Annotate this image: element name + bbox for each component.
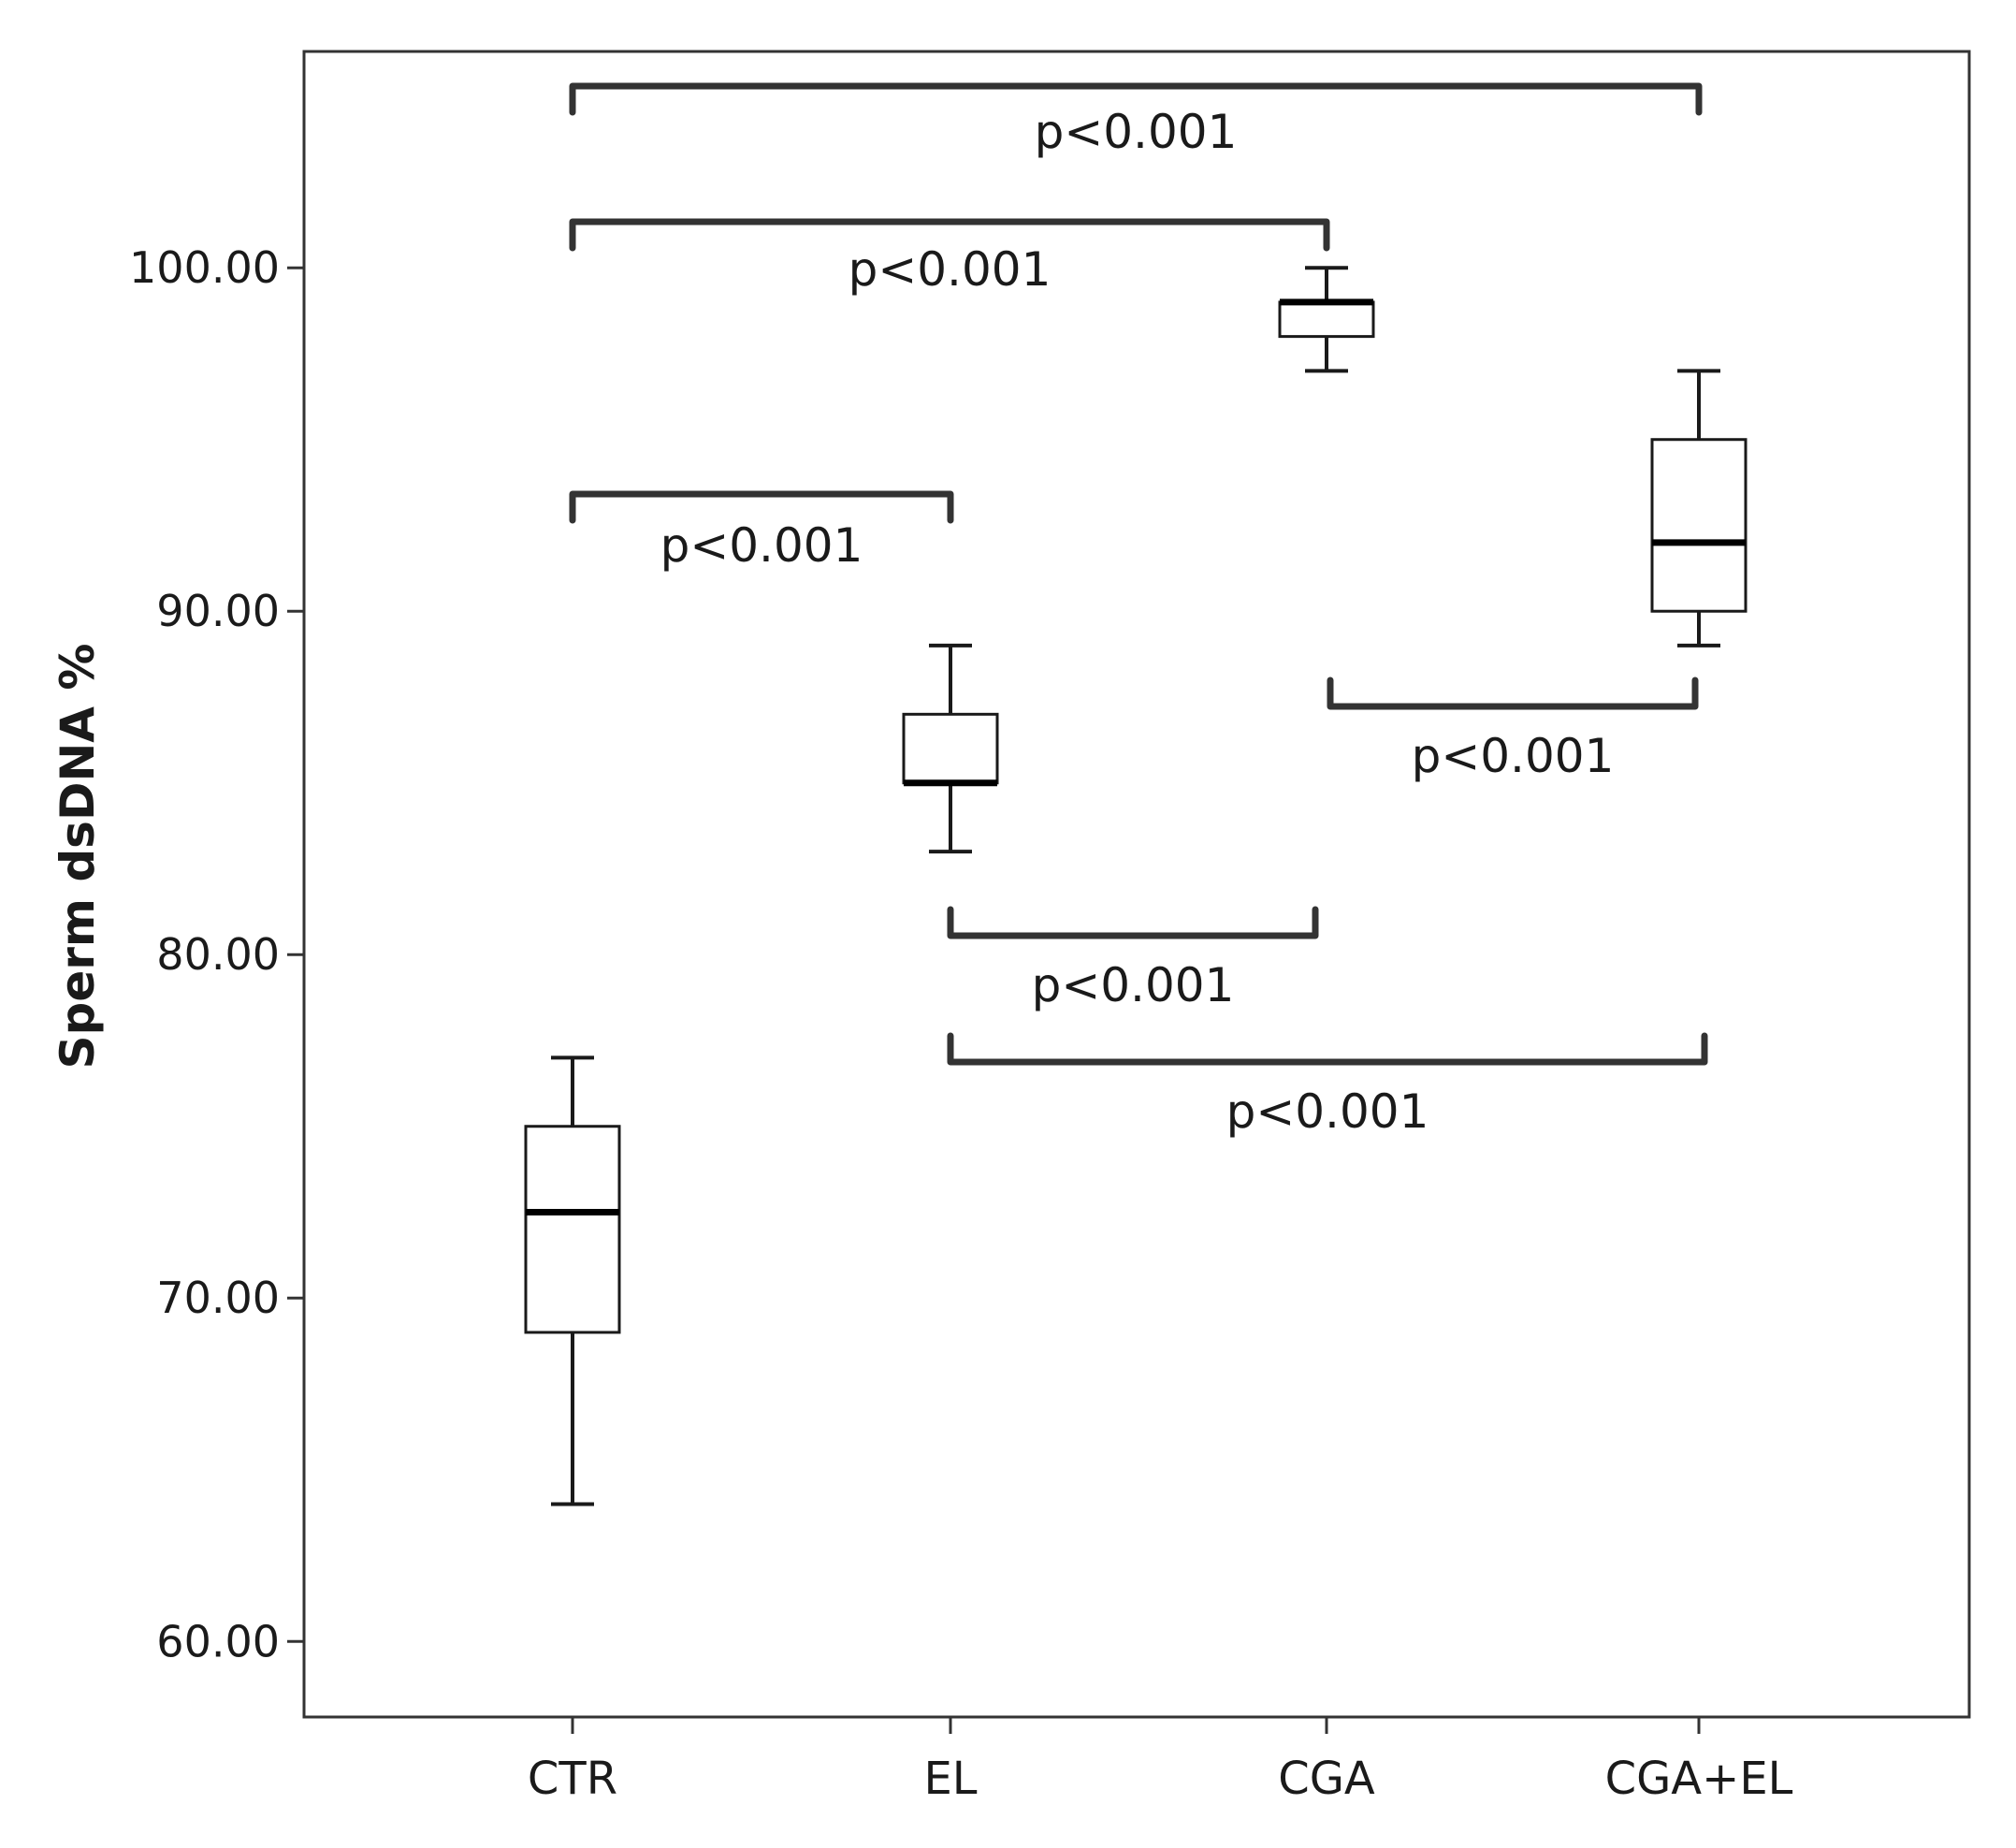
boxes-layer [524,266,1748,1506]
bracket-line [569,490,954,524]
box-el [902,643,999,854]
bracket-line [947,1032,1708,1066]
p-value-label: p<0.001 [1226,1084,1429,1139]
bracket-cga-vs-cga-el: p<0.001 [1327,677,1699,783]
x-tick-label: EL [923,1753,977,1805]
iqr-box [902,712,999,785]
plot-frame [302,50,1971,1719]
bracket-el-vs-cga: p<0.001 [947,906,1319,1012]
iqr-box [1650,438,1748,613]
y-tick-label: 90.00 [156,586,280,636]
y-tick-label: 70.00 [156,1273,280,1323]
x-tick-label: CTR [528,1753,617,1805]
bracket-line [569,218,1330,252]
iqr-box [524,1125,621,1334]
y-axis-label: Sperm dsDNA % [51,644,105,1070]
bracket-ctr-vs-cga-el: p<0.001 [569,82,1703,159]
bracket-line [569,82,1703,116]
box-ctr [524,1055,621,1506]
bracket-ctr-vs-cga: p<0.001 [569,218,1330,297]
bracket-el-vs-cga-el: p<0.001 [947,1032,1708,1139]
x-tick-label: CGA [1278,1753,1375,1805]
iqr-box [1278,300,1375,339]
p-value-label: p<0.001 [1032,958,1235,1012]
bracket-line [1327,677,1699,710]
x-tick-label: CGA+EL [1605,1753,1793,1805]
p-value-label: p<0.001 [1412,729,1615,783]
bracket-line [947,906,1319,939]
y-tick-label: 100.00 [129,242,280,293]
p-value-label: p<0.001 [660,518,863,573]
bracket-ctr-vs-el: p<0.001 [569,490,954,573]
y-tick-label: 80.00 [156,929,280,980]
box-cga-el [1650,369,1748,648]
significance-brackets: p<0.001 p<0.001 p<0.001 p<0.001 p<0.001 p<0.0… [569,82,1708,1139]
box-cga [1278,266,1375,373]
p-value-label: p<0.001 [1035,105,1238,159]
y-tick-label: 60.00 [156,1616,280,1666]
p-value-label: p<0.001 [848,242,1052,297]
axes-layer: 60.00 70.00 80.00 90.00 100.00 CTR EL CGA CGA+EL [129,50,1971,1805]
